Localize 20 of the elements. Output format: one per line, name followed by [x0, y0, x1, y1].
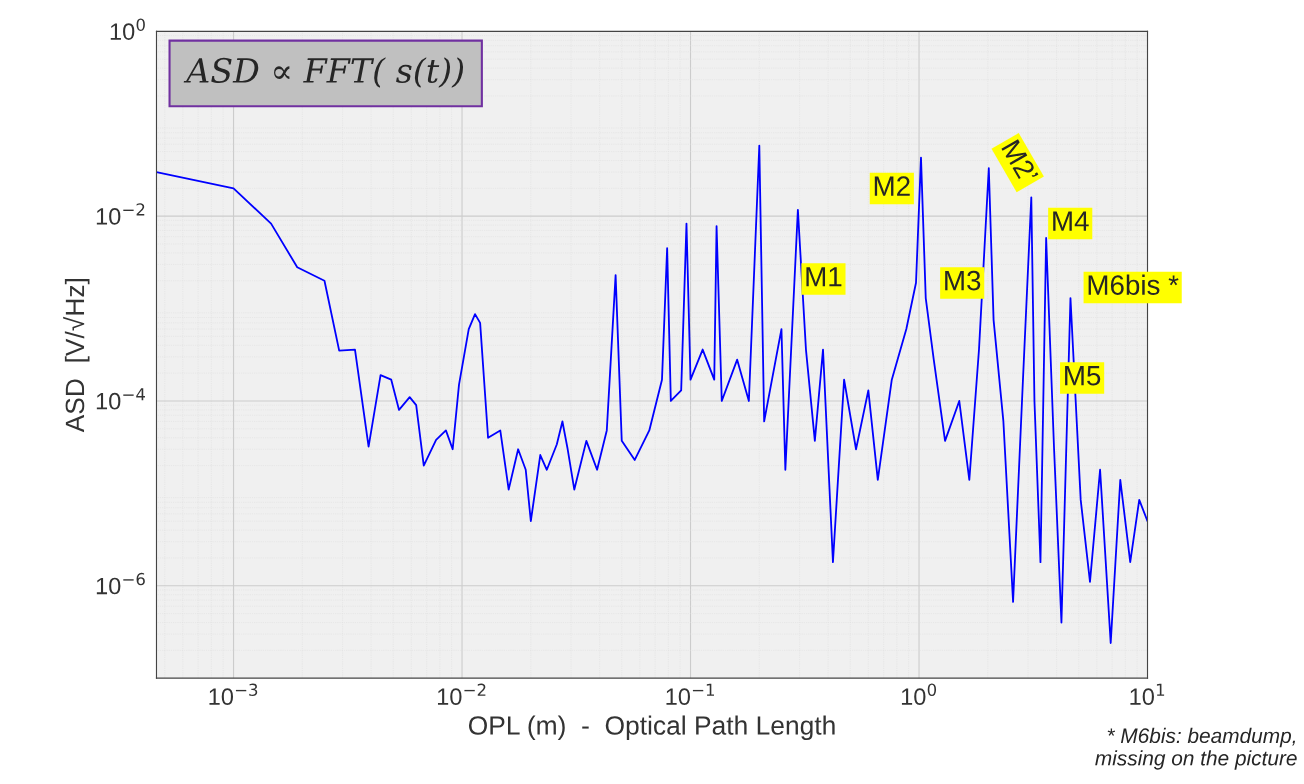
annotation: M3: [945, 270, 981, 291]
annotation: M2: [874, 176, 910, 196]
annotation: M4: [1053, 211, 1089, 231]
y-tick-label: 10$^{0}$: [110, 18, 145, 40]
x-axis-title: OPL (m) - Optical Path Length: [468, 715, 835, 741]
annotation: ASD ∝ FFT( s(t)): [183, 57, 464, 88]
y-tick-label: 10$^{−2}$: [96, 203, 145, 225]
x-tick-label: 10$^{−2}$: [437, 683, 486, 706]
y-axis-title: ASD [V/√Hz]: [63, 279, 90, 433]
x-tick-label: 10$^{1}$: [1130, 683, 1165, 706]
annotation: M2’: [1001, 139, 1039, 185]
y-tick-label: 10$^{−6}$: [96, 572, 145, 595]
x-tick-label: 10$^{0}$: [901, 683, 937, 706]
annotation: M1: [806, 267, 842, 287]
x-tick-label: 10$^{−3}$: [209, 683, 258, 706]
annotation: M5: [1065, 366, 1101, 386]
y-tick-label: 10$^{−4}$: [96, 388, 145, 410]
annotation: M6bis *: [1088, 274, 1179, 295]
text: * M6bis: beamdump, missing on the picture: [1095, 727, 1297, 770]
x-tick-label: 10$^{−1}$: [666, 683, 714, 706]
